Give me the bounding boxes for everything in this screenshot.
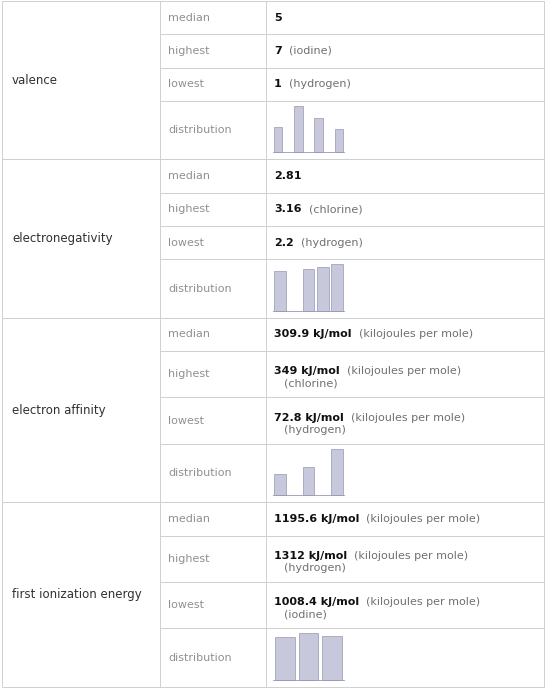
Text: electron affinity: electron affinity — [12, 404, 105, 416]
Text: 1195.6 kJ/mol: 1195.6 kJ/mol — [274, 514, 359, 524]
Bar — [335, 129, 343, 152]
Text: highest: highest — [168, 204, 210, 215]
Text: distribution: distribution — [168, 468, 232, 478]
Text: distribution: distribution — [168, 653, 232, 663]
Text: lowest: lowest — [168, 416, 204, 426]
Text: highest: highest — [168, 369, 210, 379]
Text: lowest: lowest — [168, 79, 204, 89]
Text: (hydrogen): (hydrogen) — [284, 425, 346, 435]
Text: (hydrogen): (hydrogen) — [284, 563, 346, 573]
Bar — [331, 449, 343, 495]
Bar — [331, 264, 343, 311]
Text: median: median — [168, 171, 210, 181]
Text: 1: 1 — [274, 79, 282, 89]
Bar — [274, 271, 286, 311]
Text: lowest: lowest — [168, 237, 204, 248]
Bar — [275, 637, 294, 680]
Text: (kilojoules per mole): (kilojoules per mole) — [359, 514, 480, 524]
Text: valence: valence — [12, 74, 58, 87]
Text: median: median — [168, 330, 210, 339]
Text: distribution: distribution — [168, 125, 232, 135]
Bar — [314, 118, 323, 152]
Text: (kilojoules per mole): (kilojoules per mole) — [344, 413, 465, 422]
Text: 72.8 kJ/mol: 72.8 kJ/mol — [274, 413, 344, 422]
Text: (kilojoules per mole): (kilojoules per mole) — [352, 330, 473, 339]
Text: (hydrogen): (hydrogen) — [282, 79, 351, 89]
Text: 7: 7 — [274, 46, 282, 56]
Text: 1008.4 kJ/mol: 1008.4 kJ/mol — [274, 597, 359, 608]
Bar — [274, 127, 282, 152]
Text: 349 kJ/mol: 349 kJ/mol — [274, 366, 340, 376]
Text: (hydrogen): (hydrogen) — [294, 237, 363, 248]
Text: distribution: distribution — [168, 283, 232, 294]
Text: highest: highest — [168, 554, 210, 564]
Text: 2.81: 2.81 — [274, 171, 301, 181]
Bar — [299, 634, 318, 680]
Text: (kilojoules per mole): (kilojoules per mole) — [340, 366, 461, 376]
Text: (kilojoules per mole): (kilojoules per mole) — [359, 597, 480, 608]
Bar — [317, 266, 329, 311]
Bar — [323, 636, 342, 680]
Text: 1312 kJ/mol: 1312 kJ/mol — [274, 551, 347, 561]
Text: highest: highest — [168, 46, 210, 56]
Text: electronegativity: electronegativity — [12, 232, 112, 245]
Text: lowest: lowest — [168, 601, 204, 610]
Text: 3.16: 3.16 — [274, 204, 301, 215]
Text: 309.9 kJ/mol: 309.9 kJ/mol — [274, 330, 352, 339]
Text: first ionization energy: first ionization energy — [12, 588, 142, 601]
Bar — [294, 106, 302, 152]
Text: (iodine): (iodine) — [284, 610, 327, 619]
Text: 2.2: 2.2 — [274, 237, 294, 248]
Bar — [302, 466, 314, 495]
Bar — [302, 269, 314, 311]
Text: (chlorine): (chlorine) — [301, 204, 362, 215]
Text: median: median — [168, 12, 210, 23]
Bar — [274, 475, 286, 495]
Text: (kilojoules per mole): (kilojoules per mole) — [347, 551, 468, 561]
Text: (chlorine): (chlorine) — [284, 378, 337, 389]
Text: (iodine): (iodine) — [282, 46, 331, 56]
Text: median: median — [168, 514, 210, 524]
Text: 5: 5 — [274, 12, 282, 23]
